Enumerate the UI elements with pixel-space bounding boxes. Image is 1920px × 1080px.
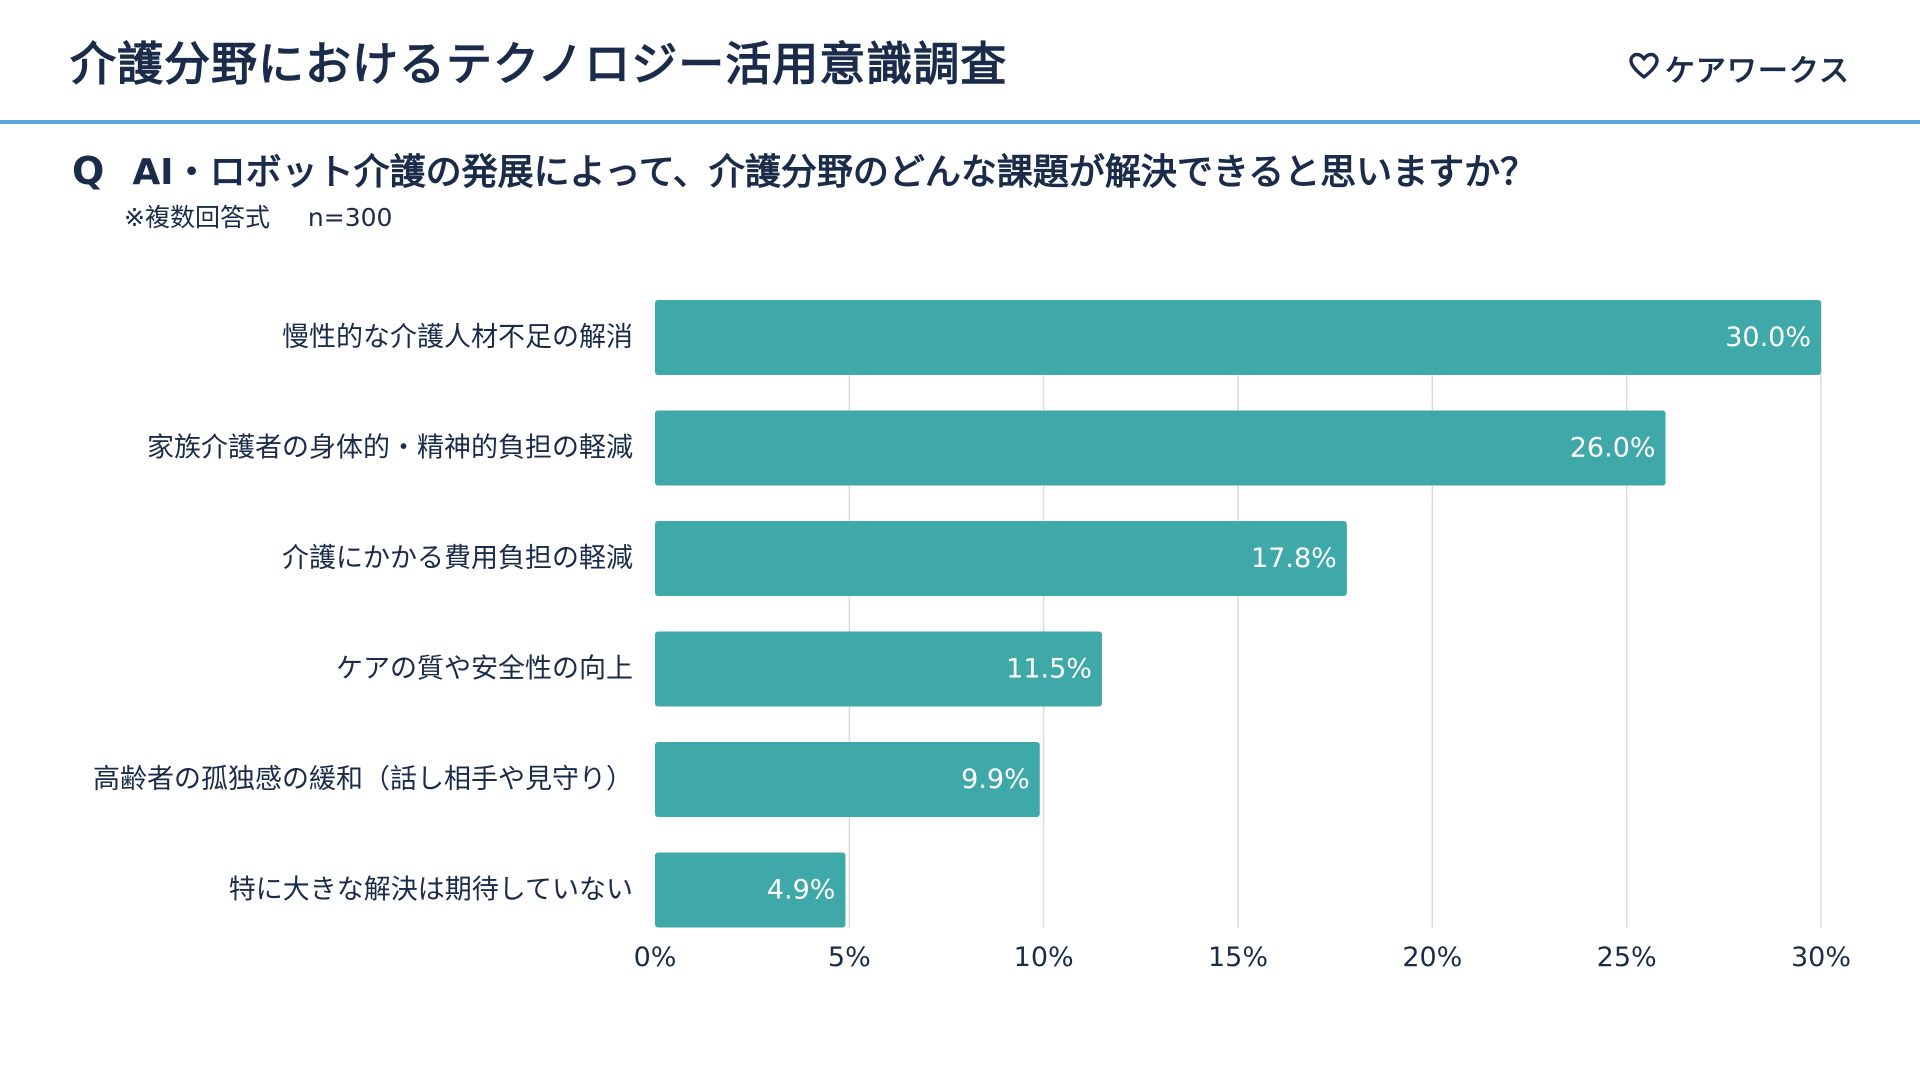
data-label: 9.9% — [961, 764, 1030, 795]
x-tick-label: 15% — [1208, 942, 1268, 973]
brand-logo: ケアワークス — [1629, 46, 1850, 90]
data-label: 26.0% — [1570, 433, 1656, 464]
bar — [655, 521, 1347, 596]
heart-outline-icon — [1629, 52, 1659, 84]
question: Q AI・ロボット介護の発展によって、介護分野のどんな課題が解決できると思います… — [72, 143, 1536, 195]
bar — [655, 742, 1040, 817]
bar — [655, 852, 846, 928]
question-text: AI・ロボット介護の発展によって、介護分野のどんな課題が解決できると思いますか？ — [132, 152, 1537, 193]
data-label: 4.9% — [767, 875, 836, 906]
category-label: 高齢者の孤独感の緩和（話し相手や見守り） — [93, 764, 633, 795]
data-label: 17.8% — [1251, 543, 1337, 574]
x-tick-label: 5% — [828, 942, 871, 973]
category-label: 特に大きな解決は期待していない — [229, 875, 633, 906]
sample-size: n=300 — [307, 203, 393, 232]
answer-format-note: ※複数回答式 — [124, 203, 270, 232]
question-note: ※複数回答式 n=300 — [124, 198, 392, 234]
header-divider — [0, 120, 1920, 124]
header: 介護分野におけるテクノロジー活用意識調査 ケアワークス — [0, 0, 1920, 124]
bar — [655, 300, 1821, 375]
category-label: 慢性的な介護人材不足の解消 — [282, 322, 633, 353]
category-label: 家族介護者の身体的・精神的負担の軽減 — [147, 433, 633, 464]
data-label: 30.0% — [1725, 322, 1811, 353]
brand-name: ケアワークス — [1664, 54, 1850, 89]
x-tick-label: 25% — [1597, 942, 1657, 973]
x-tick-label: 30% — [1791, 942, 1851, 973]
category-label: ケアの質や安全性の向上 — [336, 654, 633, 685]
bar — [655, 410, 1666, 486]
bar — [655, 631, 1102, 707]
question-mark: Q — [72, 149, 105, 193]
x-tick-label: 20% — [1402, 942, 1462, 973]
page-title: 介護分野におけるテクノロジー活用意識調査 — [70, 37, 1008, 91]
x-tick-label: 0% — [634, 942, 677, 973]
x-tick-label: 10% — [1014, 942, 1074, 973]
data-label: 11.5% — [1006, 654, 1092, 685]
category-label: 介護にかかる費用負担の軽減 — [282, 543, 633, 574]
